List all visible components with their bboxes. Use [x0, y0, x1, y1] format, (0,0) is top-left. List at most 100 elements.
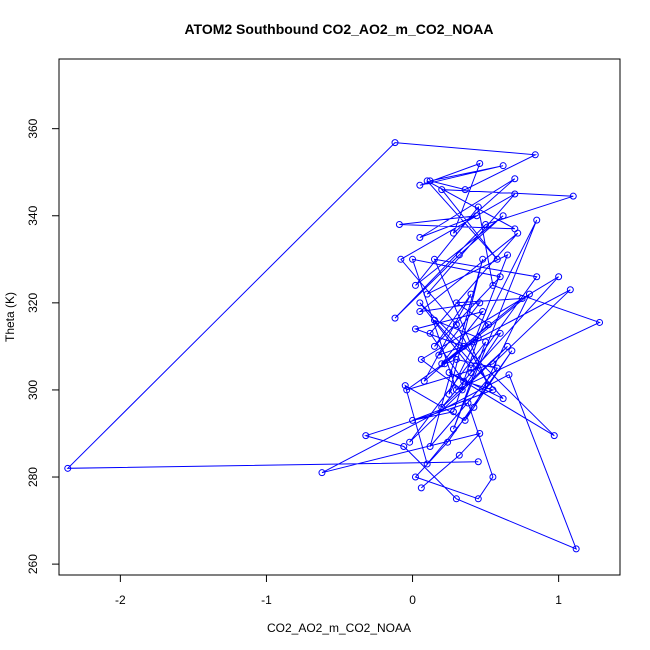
y-tick-label: 320: [26, 293, 40, 313]
data-point: [430, 342, 438, 350]
data-point: [441, 360, 449, 368]
x-tick-label: 0: [409, 593, 416, 607]
data-point: [391, 314, 399, 322]
data-point: [493, 364, 501, 372]
data-point: [423, 177, 431, 185]
data-point: [482, 338, 490, 346]
data-point: [455, 451, 463, 459]
data-point: [596, 318, 604, 326]
data-point: [452, 495, 460, 503]
data-point: [479, 255, 487, 263]
data-point: [525, 290, 533, 298]
y-tick-label: 280: [26, 467, 40, 487]
data-point: [489, 360, 497, 368]
data-point: [485, 321, 493, 329]
y-tick-label: 300: [26, 380, 40, 400]
data-point: [430, 316, 438, 324]
data-point: [474, 458, 482, 466]
data-point: [426, 443, 434, 451]
data-point: [467, 364, 475, 372]
data-point: [416, 308, 424, 316]
data-point: [458, 386, 466, 394]
data-point: [476, 160, 484, 168]
data-point: [499, 212, 507, 220]
data-point: [438, 360, 446, 368]
data-point: [508, 347, 516, 355]
data-point: [476, 299, 484, 307]
y-tick-label: 340: [26, 205, 40, 225]
data-point: [403, 386, 411, 394]
data-point: [409, 416, 417, 424]
data-point: [474, 334, 482, 342]
data-point: [572, 545, 580, 553]
data-point: [489, 473, 497, 481]
y-axis: 260 280 300 320 340 360: [26, 118, 60, 574]
series-layer: [64, 139, 604, 553]
data-point: [409, 255, 417, 263]
data-point: [401, 382, 409, 390]
data-point: [479, 308, 487, 316]
data-point: [550, 432, 558, 440]
data-point: [438, 186, 446, 194]
data-point: [455, 251, 463, 259]
data-point: [449, 229, 457, 237]
x-axis: -2 -1 0 1: [115, 574, 562, 607]
data-point: [397, 255, 405, 263]
data-point: [400, 443, 408, 451]
data-point: [423, 290, 431, 298]
data-point: [504, 251, 512, 259]
data-point: [485, 382, 493, 390]
x-axis-label: CO2_AO2_m_CO2_NOAA: [267, 621, 411, 635]
data-point: [426, 329, 434, 337]
data-point: [444, 438, 452, 446]
data-point: [395, 220, 403, 228]
data-point: [504, 342, 512, 350]
data-point: [482, 220, 490, 228]
data-point: [533, 216, 541, 224]
data-point: [416, 234, 424, 242]
data-point: [473, 212, 481, 220]
data-point: [406, 438, 414, 446]
y-axis-label: Theta (K): [3, 292, 17, 342]
data-point: [470, 403, 478, 411]
data-point: [474, 495, 482, 503]
data-point: [411, 281, 419, 289]
data-point: [569, 192, 577, 200]
data-point: [467, 290, 475, 298]
data-point: [489, 386, 497, 394]
data-point: [445, 390, 453, 398]
data-point: [430, 255, 438, 263]
y-tick-label: 260: [26, 554, 40, 574]
data-point: [531, 151, 539, 159]
data-point: [411, 473, 419, 481]
chart-title: ATOM2 Southbound CO2_AO2_m_CO2_NOAA: [184, 21, 493, 37]
data-point: [499, 162, 507, 170]
data-point: [461, 186, 469, 194]
data-point: [435, 351, 443, 359]
data-point: [318, 469, 326, 477]
data-point: [493, 255, 501, 263]
data-point: [470, 338, 478, 346]
data-point: [499, 395, 507, 403]
data-point: [420, 377, 428, 385]
plot-box: [58, 58, 621, 576]
data-point: [496, 273, 504, 281]
data-point: [417, 355, 425, 363]
data-point: [474, 203, 482, 211]
data-point: [514, 229, 522, 237]
data-point: [460, 342, 468, 350]
data-point: [391, 139, 399, 147]
data-point: [423, 460, 431, 468]
x-tick-label: 1: [555, 593, 562, 607]
x-tick-label: -2: [115, 593, 126, 607]
data-point: [417, 484, 425, 492]
data-point: [426, 177, 434, 185]
data-point: [496, 329, 504, 337]
data-point: [438, 403, 446, 411]
data-point: [533, 273, 541, 281]
data-point: [452, 355, 460, 363]
data-point: [411, 325, 419, 333]
data-point: [467, 369, 475, 377]
data-point: [566, 286, 574, 294]
data-point: [511, 190, 519, 198]
